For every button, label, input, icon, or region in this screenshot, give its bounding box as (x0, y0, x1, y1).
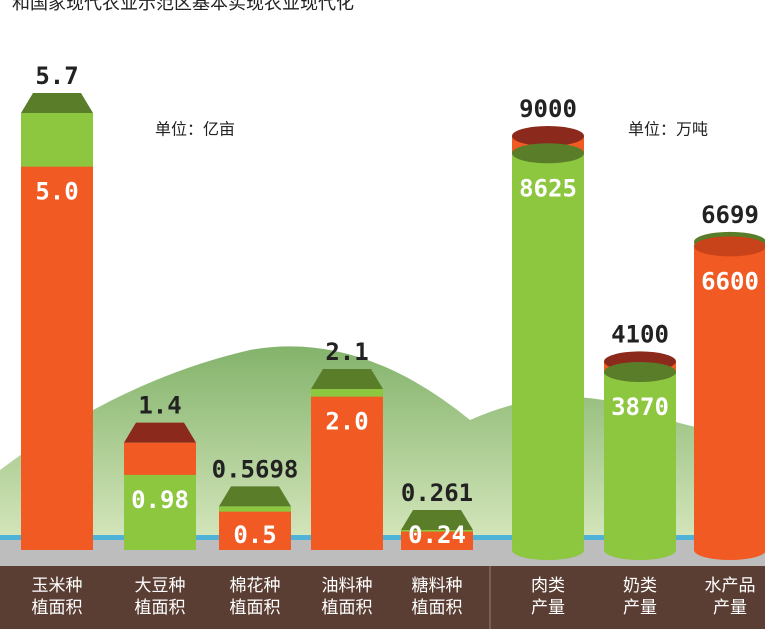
target-top (512, 126, 584, 146)
category-label: 糖料种 (412, 576, 463, 596)
category-label: 产量 (531, 598, 565, 618)
unit-label: 单位：亿亩 (155, 120, 235, 139)
current-label: 8625 (519, 174, 577, 202)
target-label: 6699 (701, 201, 759, 229)
category-label: 植面积 (135, 598, 186, 618)
label-band (0, 566, 765, 629)
category-label: 玉米种 (32, 576, 83, 596)
category-label: 产量 (713, 598, 747, 618)
current-top (512, 143, 584, 164)
current-bar (21, 166, 93, 550)
category-label: 植面积 (32, 598, 83, 618)
bar-cap (21, 93, 93, 113)
bar-cap (219, 486, 291, 507)
target-label: 0.5698 (212, 455, 299, 483)
current-label: 5.0 (35, 178, 78, 206)
current-bar (311, 396, 383, 550)
current-bar (219, 511, 291, 550)
current-label: 0.98 (131, 486, 189, 514)
category-label: 大豆种 (135, 576, 186, 596)
category-label: 植面积 (412, 598, 463, 618)
cylinder-base (604, 540, 676, 560)
title: 和国家现代农业示范区基本实现农业现代化 (12, 0, 354, 14)
current-bar (401, 531, 473, 550)
target-label: 2.1 (325, 338, 368, 366)
category-label: 水产品 (705, 576, 756, 596)
category-label: 产量 (623, 598, 657, 618)
bar-cap (311, 369, 383, 389)
target-label: 5.7 (35, 62, 78, 90)
category-label: 肉类 (531, 576, 565, 596)
cylinder-base (512, 540, 584, 560)
current-label: 2.0 (325, 408, 368, 436)
category-label: 植面积 (230, 598, 281, 618)
current-top (604, 361, 676, 382)
cylinder-base (694, 540, 765, 560)
category-label: 油料种 (322, 576, 373, 596)
category-label: 奶类 (623, 576, 657, 596)
target-label: 4100 (611, 320, 669, 348)
current-cylinder (694, 246, 765, 550)
current-bar (124, 474, 196, 550)
current-label: 6600 (701, 267, 759, 295)
current-label: 0.5 (233, 521, 276, 549)
unit-label: 单位：万吨 (628, 120, 708, 139)
current-cylinder (604, 371, 676, 550)
target-label: 1.4 (138, 392, 181, 420)
target-label: 0.261 (401, 479, 473, 507)
current-top (694, 236, 765, 257)
current-label: 3870 (611, 393, 669, 421)
category-label: 植面积 (322, 598, 373, 618)
category-label: 棉花种 (230, 576, 281, 596)
target-label: 9000 (519, 95, 577, 123)
current-cylinder (512, 153, 584, 550)
bar-cap (124, 422, 196, 443)
current-label: 0.24 (408, 521, 466, 549)
bar-cap (401, 509, 473, 530)
